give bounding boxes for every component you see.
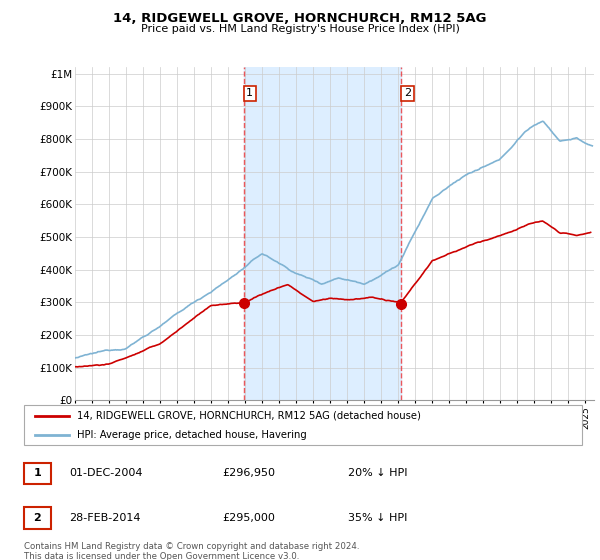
Text: 2: 2 <box>404 88 411 99</box>
Text: 1: 1 <box>247 88 253 99</box>
Text: Contains HM Land Registry data © Crown copyright and database right 2024.
This d: Contains HM Land Registry data © Crown c… <box>24 542 359 560</box>
Bar <box>244 67 401 400</box>
Text: 14, RIDGEWELL GROVE, HORNCHURCH, RM12 5AG (detached house): 14, RIDGEWELL GROVE, HORNCHURCH, RM12 5A… <box>77 411 421 421</box>
Text: 20% ↓ HPI: 20% ↓ HPI <box>348 468 407 478</box>
Text: Price paid vs. HM Land Registry's House Price Index (HPI): Price paid vs. HM Land Registry's House … <box>140 24 460 34</box>
Text: 35% ↓ HPI: 35% ↓ HPI <box>348 513 407 523</box>
Text: 14, RIDGEWELL GROVE, HORNCHURCH, RM12 5AG: 14, RIDGEWELL GROVE, HORNCHURCH, RM12 5A… <box>113 12 487 25</box>
Text: 28-FEB-2014: 28-FEB-2014 <box>69 513 140 523</box>
Text: HPI: Average price, detached house, Havering: HPI: Average price, detached house, Have… <box>77 430 307 440</box>
Text: 2: 2 <box>34 513 41 523</box>
Text: £295,000: £295,000 <box>222 513 275 523</box>
FancyBboxPatch shape <box>24 405 582 445</box>
Text: £296,950: £296,950 <box>222 468 275 478</box>
Text: 1: 1 <box>34 468 41 478</box>
Text: 01-DEC-2004: 01-DEC-2004 <box>69 468 143 478</box>
